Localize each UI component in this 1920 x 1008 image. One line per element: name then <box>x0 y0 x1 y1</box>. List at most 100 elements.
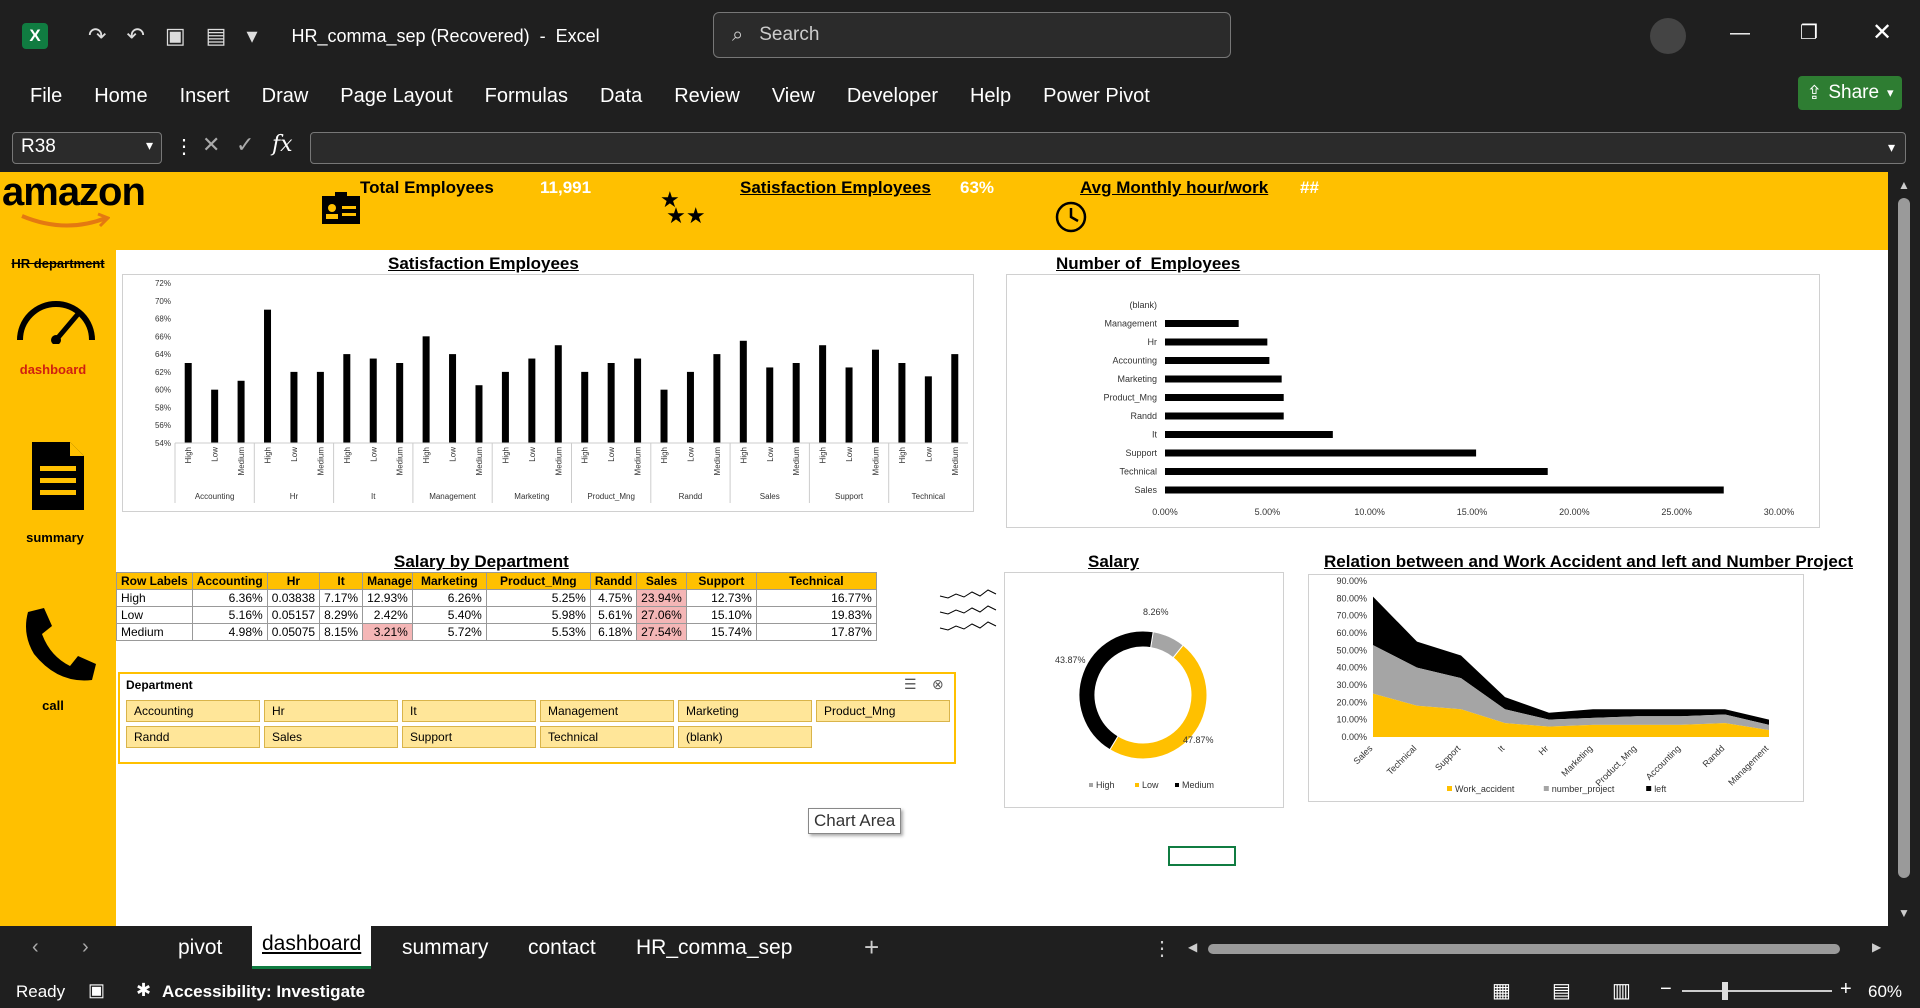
prev-sheet-icon[interactable]: ‹ <box>32 936 39 958</box>
minimize-icon[interactable]: — <box>1730 22 1750 44</box>
undo-icon[interactable]: ↶ <box>126 23 145 48</box>
bar[interactable] <box>660 389 668 443</box>
slicer-item[interactable]: Accounting <box>126 700 260 722</box>
table-cell[interactable]: 6.26% <box>411 589 487 607</box>
redo-icon[interactable]: ↷ <box>88 23 107 48</box>
next-sheet-icon[interactable]: › <box>82 936 89 958</box>
table-cell[interactable]: 5.98% <box>485 606 591 624</box>
table-cell[interactable]: 5.53% <box>485 623 591 641</box>
bar[interactable] <box>686 371 694 443</box>
table-cell[interactable]: 17.87% <box>755 623 877 641</box>
tab-contact[interactable]: contact <box>528 936 596 959</box>
more-icon[interactable]: ⋮ <box>174 136 194 158</box>
bar[interactable] <box>713 354 721 443</box>
page-break-icon[interactable]: ▥ <box>1612 980 1631 1002</box>
slicer-item[interactable]: Sales <box>264 726 398 748</box>
avatar[interactable] <box>1650 18 1686 54</box>
bar[interactable] <box>501 371 509 443</box>
table-cell[interactable]: 4.98% <box>191 623 268 641</box>
enter-icon[interactable]: ✓ <box>236 132 255 157</box>
formula-input[interactable]: ▾ <box>310 132 1906 164</box>
bar[interactable] <box>528 358 536 443</box>
tab-summary[interactable]: summary <box>402 936 489 959</box>
slicer-item[interactable]: Marketing <box>678 700 812 722</box>
salary-donut-chart[interactable]: 8.26% 47.87% 43.87% High Low Medium <box>1004 572 1284 808</box>
bar[interactable] <box>634 358 642 443</box>
menu-review[interactable]: Review <box>674 84 740 107</box>
table-cell[interactable]: 6.36% <box>191 589 268 607</box>
cancel-icon[interactable]: ✕ <box>202 132 221 157</box>
bar[interactable] <box>1165 338 1268 346</box>
bar[interactable] <box>211 389 219 443</box>
table-cell[interactable]: 15.74% <box>685 623 757 641</box>
bar[interactable] <box>475 385 483 443</box>
menu-view[interactable]: View <box>771 84 815 107</box>
area-series[interactable] <box>1373 596 1769 725</box>
bar[interactable] <box>739 340 747 443</box>
bar[interactable] <box>581 371 589 443</box>
close-icon[interactable]: ✕ <box>1872 19 1893 46</box>
bar[interactable] <box>1165 394 1284 401</box>
bar[interactable] <box>1165 431 1333 438</box>
bar[interactable] <box>766 367 774 443</box>
table-cell[interactable]: 4.75% <box>589 589 638 607</box>
table-cell[interactable]: 15.10% <box>685 606 757 624</box>
multi-select-icon[interactable]: ☰ <box>904 676 917 692</box>
donut-slice[interactable] <box>1078 630 1154 751</box>
vertical-scrollbar[interactable]: ▲ ▼ <box>1888 172 1920 926</box>
area-series[interactable] <box>1373 645 1769 731</box>
bar[interactable] <box>369 358 377 443</box>
table-cell[interactable]: 5.40% <box>411 606 487 624</box>
slicer-item[interactable]: Management <box>540 700 674 722</box>
speedometer-icon[interactable] <box>14 294 98 344</box>
zoom-in-icon[interactable]: + <box>1840 978 1852 1000</box>
slicer-item[interactable]: Hr <box>264 700 398 722</box>
zoom-slider[interactable] <box>1682 982 1832 1000</box>
table-cell[interactable]: 0.05075 <box>266 623 321 641</box>
table-cell[interactable]: 27.54% <box>636 623 687 641</box>
bar[interactable] <box>554 345 562 443</box>
employees-chart[interactable]: (blank) Management Hr Accounting Marketing Pr… <box>1006 274 1820 528</box>
bar[interactable] <box>1165 412 1284 420</box>
scroll-thumb[interactable] <box>1898 198 1910 878</box>
bar[interactable] <box>343 354 351 443</box>
worksheet[interactable]: amazon Total Employees 11,991 ★ ★★ Satis… <box>0 172 1888 926</box>
sidebar-item-summary[interactable]: summary <box>26 530 84 545</box>
sidebar-item-dashboard[interactable]: dashboard <box>19 362 87 377</box>
bar[interactable] <box>316 371 324 443</box>
bar[interactable] <box>1165 320 1239 327</box>
tab-hr_comma_sep[interactable]: HR_comma_sep <box>636 936 793 959</box>
table-cell[interactable]: 23.94% <box>636 589 687 607</box>
bar[interactable] <box>1165 468 1548 475</box>
bar[interactable] <box>237 380 245 443</box>
bar[interactable] <box>607 363 615 443</box>
document-icon[interactable] <box>28 438 88 514</box>
macro-record-icon[interactable]: ▣ <box>88 980 106 1000</box>
table-cell[interactable]: 0.03838 <box>266 589 321 607</box>
share-button[interactable]: ⇪ Share ▾ <box>1798 76 1902 110</box>
bar[interactable] <box>1165 486 1724 494</box>
table-cell[interactable]: 5.25% <box>485 589 591 607</box>
selected-cell[interactable] <box>1168 846 1236 866</box>
bar[interactable] <box>184 363 192 443</box>
bar[interactable] <box>819 345 827 443</box>
bar[interactable] <box>290 371 298 443</box>
table-cell[interactable]: 8.15% <box>319 623 364 641</box>
slicer-item[interactable]: Technical <box>540 726 674 748</box>
bar[interactable] <box>924 376 932 443</box>
area-series[interactable] <box>1373 693 1769 737</box>
form-icon[interactable]: ▤ <box>205 23 227 48</box>
table-cell[interactable]: High <box>116 589 193 607</box>
bar[interactable] <box>951 354 959 443</box>
relation-area-chart[interactable]: 90.00% 80.00% 70.00% 60.00% 50.00% 40.00% 30.0… <box>1308 574 1804 802</box>
normal-view-icon[interactable]: ▦ <box>1492 980 1511 1002</box>
restore-icon[interactable]: ❐ <box>1800 22 1818 44</box>
bar[interactable] <box>396 363 404 443</box>
menu-draw[interactable]: Draw <box>261 84 309 107</box>
tab-pivot[interactable]: pivot <box>178 936 223 959</box>
menu-data[interactable]: Data <box>599 84 643 107</box>
horizontal-scrollbar[interactable]: ◀ ▶ <box>1188 940 1882 954</box>
department-slicer[interactable]: Department ☰ ⊗ Accounting Hr It Management M… <box>118 672 956 764</box>
bar[interactable] <box>1165 357 1270 364</box>
sidebar-item-call[interactable]: call <box>42 698 64 713</box>
